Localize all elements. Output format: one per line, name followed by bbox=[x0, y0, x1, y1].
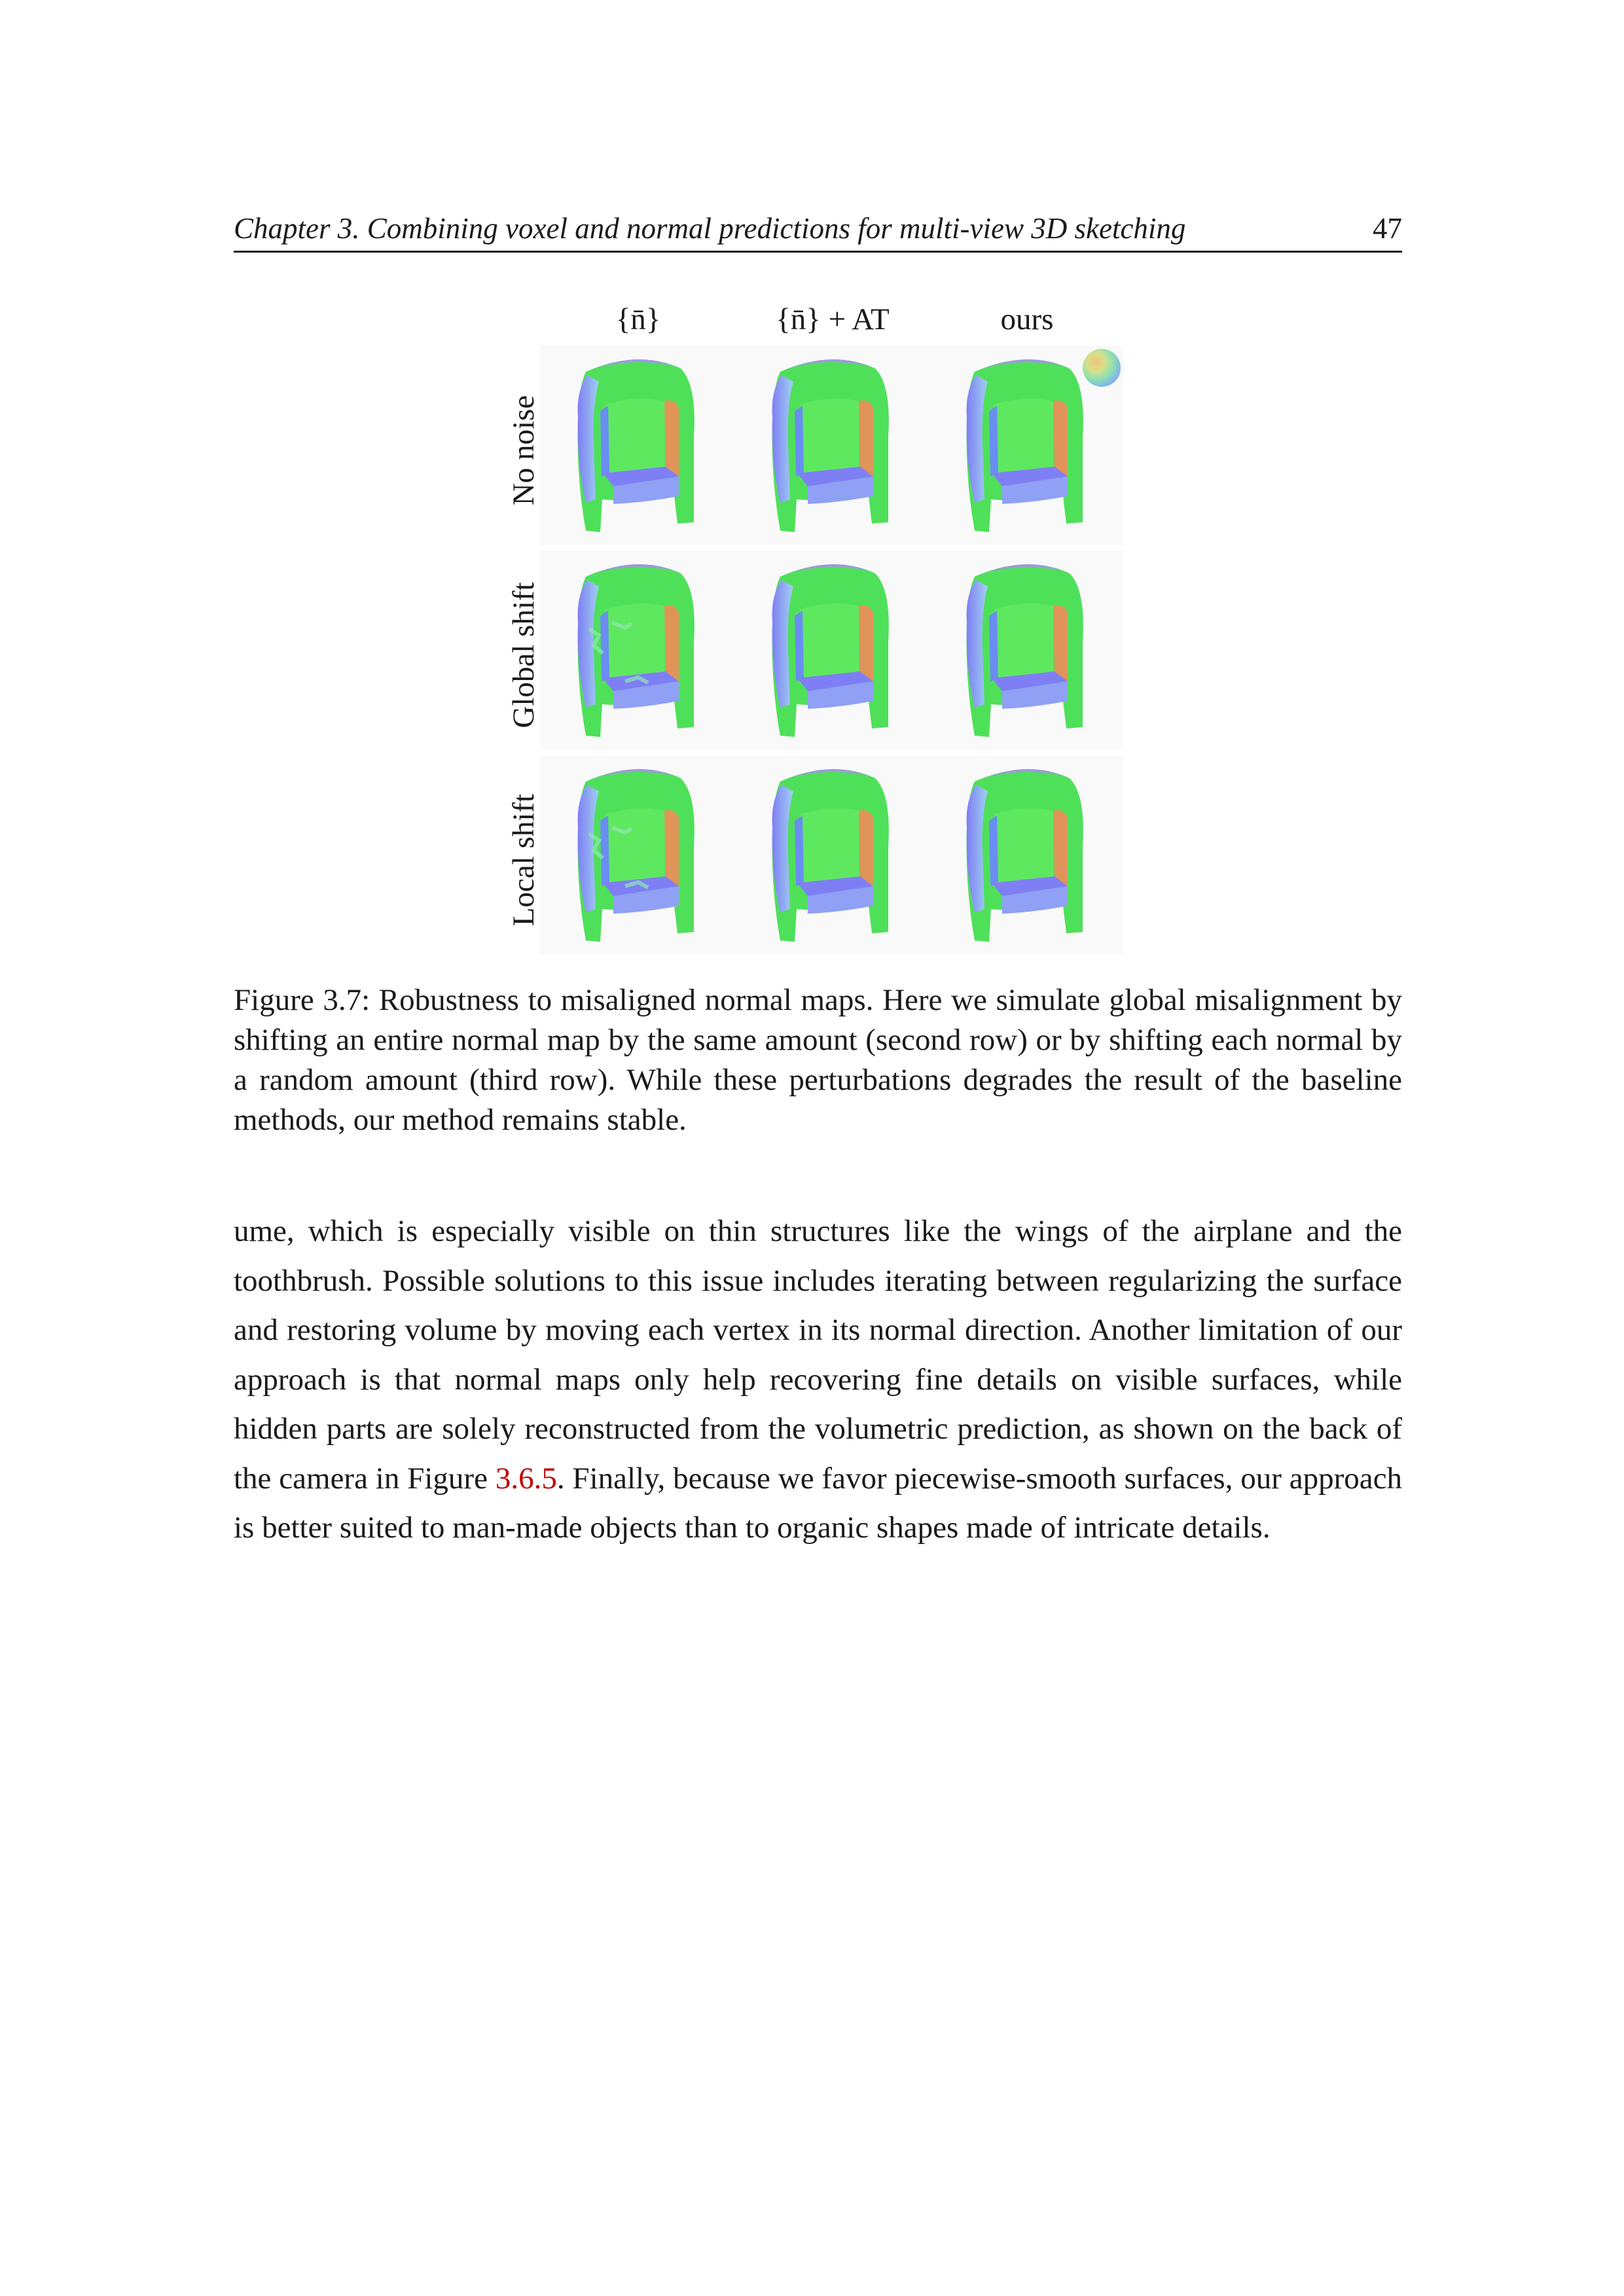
column-header-ours: ours bbox=[1000, 302, 1054, 336]
chapter-title: Chapter 3. Combining voxel and normal pr… bbox=[234, 212, 1186, 245]
row-label-global-shift: Global shift bbox=[507, 582, 541, 728]
row-label-no-noise: No noise bbox=[507, 395, 541, 506]
page-number: 47 bbox=[1373, 212, 1402, 245]
chair-render-global-shift-ours bbox=[929, 550, 1123, 750]
column-header-normals-at: {n̄} + AT bbox=[776, 302, 890, 336]
chair-render-local-shift-normals-at bbox=[734, 755, 929, 955]
chair-render-global-shift-normals-at bbox=[734, 550, 929, 750]
figure-reference-link[interactable]: 3.6.5 bbox=[495, 1461, 557, 1496]
normal-sphere-icon bbox=[1083, 349, 1121, 387]
chair-render-no-noise-ours bbox=[929, 346, 1123, 545]
chair-render-local-shift-ours bbox=[929, 755, 1123, 955]
chair-render-no-noise-normals bbox=[540, 346, 734, 545]
body-paragraph: ume, which is especially visible on thin… bbox=[234, 1207, 1402, 1553]
row-label-local-shift: Local shift bbox=[507, 793, 541, 927]
body-text-after: . Finally, because we favor piecewise-sm… bbox=[234, 1461, 1403, 1545]
figure-caption: Figure 3.7: Robustness to misaligned nor… bbox=[234, 983, 1402, 1137]
body-text-before: ume, which is especially visible on thin… bbox=[234, 1214, 1402, 1496]
running-header: Chapter 3. Combining voxel and normal pr… bbox=[234, 206, 1402, 253]
column-header-normals: {n̄} bbox=[615, 302, 661, 336]
chair-render-local-shift-normals bbox=[540, 755, 734, 955]
chair-render-global-shift-normals bbox=[540, 550, 734, 750]
chair-render-no-noise-normals-at bbox=[734, 346, 929, 545]
